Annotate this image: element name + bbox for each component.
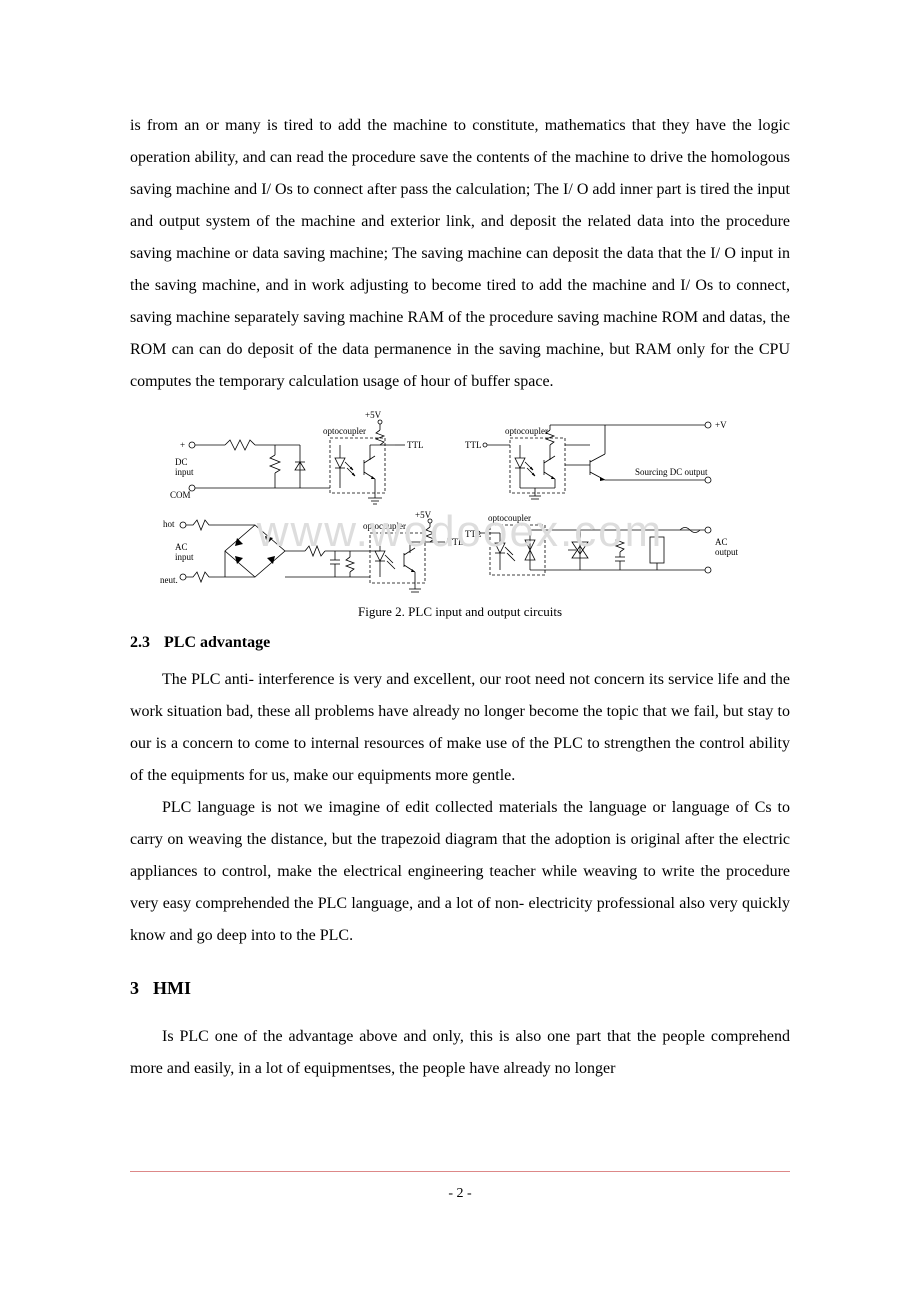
ac-output-label-2: output [715,547,739,557]
figure-2-container: www.wodooex.com + DC input COM [130,410,790,620]
ac-output-label-1: AC [715,537,728,547]
paragraph-4: Is PLC one of the advantage above and on… [130,1021,790,1085]
paragraph-3: PLC language is not we imagine of edit c… [130,792,790,952]
opto-label-4: optocoupler [488,513,531,523]
chapter-3-number: 3 [130,978,139,999]
ttl-label-1: TTL [407,440,424,450]
page-number: - 2 - [0,1186,920,1202]
ttl-label-3: TTL [447,537,464,547]
section-2-3-heading: 2.3 PLC advantage [130,634,790,652]
footer-separator [130,1171,790,1172]
com-label: COM [170,490,191,500]
chapter-3-heading: 3 HMI [130,978,790,999]
opto-label-2: optocoupler [505,426,548,436]
plus-label: + [180,440,185,450]
opto-label-3: optocoupler [363,521,406,531]
plus5v-label-2: +5V [415,510,432,520]
chapter-3-title: HMI [153,978,191,998]
plusv-label: +V [715,420,727,430]
figure-caption: Figure 2. PLC input and output circuits [130,604,790,620]
ttl-label-2: TTL [465,440,482,450]
plus5v-label-1: +5V [365,410,382,420]
neut-label: neut. [160,575,178,585]
paragraph-2: The PLC anti- interference is very and e… [130,664,790,792]
section-2-3-number: 2.3 [130,634,150,652]
ttl-label-4: TTL [465,529,482,539]
dc-input-label-2: input [175,467,194,477]
section-2-3-title: PLC advantage [164,634,270,651]
hot-label: hot [163,519,175,529]
circuit-diagram: + DC input COM optocoupler [160,410,760,600]
ac-input-label-1: AC [175,542,188,552]
dc-input-label-1: DC [175,457,188,467]
sourcing-label: Sourcing DC output [635,467,708,477]
ac-input-label-2: input [175,552,194,562]
opto-label-1: optocoupler [323,426,366,436]
paragraph-1: is from an or many is tired to add the m… [130,110,790,398]
